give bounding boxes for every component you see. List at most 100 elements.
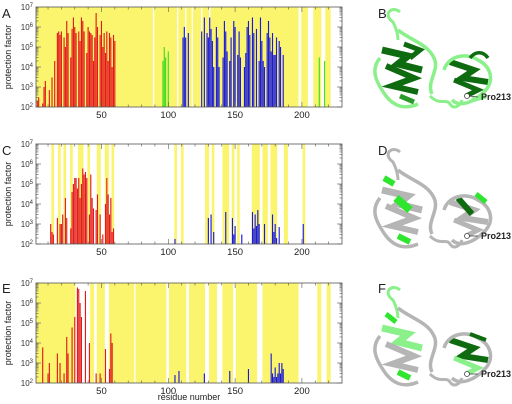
bar-residue-179	[273, 54, 275, 107]
plot-frame	[35, 282, 343, 384]
bar-residue-144	[226, 51, 228, 107]
bar-residue-132	[210, 214, 212, 244]
bar-residue-17	[56, 33, 58, 107]
highlight-band	[202, 7, 210, 107]
bar-residue-28	[71, 28, 73, 107]
bar-residue-19	[59, 34, 61, 107]
x-tick-label: 150	[227, 247, 243, 258]
highlight-band	[78, 144, 84, 244]
bar-residue-108	[178, 370, 180, 383]
bar-residue-30	[74, 177, 76, 244]
highlight-band	[301, 7, 308, 107]
bar-residue-10	[47, 373, 49, 383]
bar-residue-59	[112, 34, 115, 107]
highlight-band	[63, 144, 67, 244]
bar-residue-159	[246, 27, 248, 107]
highlight-band	[317, 283, 322, 383]
highlight-band	[313, 7, 322, 107]
bar-residue-49	[99, 34, 101, 107]
highlight-band	[96, 144, 101, 244]
bar-residue-38	[84, 290, 87, 383]
highlight-band	[222, 144, 230, 244]
bar-residue-184	[279, 47, 282, 107]
bar-residue-183	[278, 363, 280, 383]
bar-residue-146	[229, 370, 231, 383]
bar-residue-178	[271, 33, 274, 107]
bar-residue-36	[82, 168, 84, 244]
y-tick-label: 103	[21, 359, 34, 368]
bar-residue-100	[167, 51, 169, 107]
bar-residue-96	[162, 60, 164, 107]
bar-residue-14	[52, 234, 54, 244]
bar-residue-3	[38, 97, 40, 107]
bar-residue-39	[86, 53, 88, 107]
bar-residue-52	[103, 33, 105, 107]
bar-residue-180	[274, 367, 276, 383]
highlight-band	[90, 283, 95, 383]
bar-residue-13	[51, 77, 53, 107]
bar-residue-56	[108, 214, 111, 244]
bar-residue-13	[51, 231, 53, 244]
bar-residue-32	[76, 287, 78, 383]
bar-residue-148	[231, 217, 233, 244]
bar-residue-34	[79, 303, 81, 383]
highlight-band	[222, 283, 234, 383]
bar-residue-112	[183, 27, 185, 107]
bar-residue-45	[94, 37, 96, 107]
bar-residue-28	[71, 191, 73, 244]
bar-residue-178	[271, 373, 274, 383]
bar-residue-32	[76, 188, 78, 244]
panel-label-b: B	[378, 6, 387, 21]
highlight-band	[262, 144, 268, 244]
bar-residue-44	[92, 208, 95, 244]
bar-residue-142	[223, 20, 225, 107]
bar-residue-24	[66, 20, 68, 107]
bar-residue-158	[245, 53, 247, 107]
bar-residue-17	[56, 217, 58, 244]
plot-frame	[35, 6, 343, 108]
bar-residue-46	[95, 210, 97, 244]
highlight-band	[235, 283, 258, 383]
bar-residue-217	[324, 60, 326, 107]
bar-residue-183	[278, 40, 280, 107]
panel-label-c: C	[2, 143, 11, 158]
bar-residue-153	[238, 31, 240, 107]
chart-panel-a: 102 103 104 105 106 107 50 100 150 200	[21, 3, 343, 121]
bar-residue-15	[54, 60, 56, 107]
bar-residue-58	[111, 231, 113, 244]
bar-residue-133	[211, 40, 213, 107]
bar-residue-146	[229, 60, 231, 107]
bar-residue-177	[270, 353, 272, 383]
x-tick-label: 200	[294, 247, 310, 258]
bar-residue-161	[249, 34, 251, 107]
bar-residue-182	[277, 373, 279, 383]
bar-residue-184	[279, 373, 282, 383]
bar-residue-38	[84, 171, 87, 244]
bar-residue-11	[48, 363, 50, 383]
y-tick-label: 102	[21, 103, 34, 112]
bar-residue-179	[273, 231, 275, 244]
bar-residue-57	[110, 37, 112, 107]
y-tick-label: 107	[21, 279, 34, 288]
bar-residue-59	[112, 228, 115, 244]
highlight-band	[231, 144, 235, 244]
highlight-band	[108, 283, 135, 383]
highlight-band	[302, 144, 306, 244]
y-tick-label: 102	[21, 379, 34, 388]
bar-residue-143	[225, 31, 227, 107]
structure-b	[373, 8, 493, 109]
bar-residue-2	[36, 100, 38, 107]
bar-residue-30	[74, 316, 76, 383]
bar-residue-31	[75, 177, 77, 244]
bar-residue-130	[207, 217, 209, 244]
chart-panel-e: 102 103 104 105 106 107 50 100 150 200	[21, 279, 343, 397]
bar-residue-180	[274, 54, 276, 107]
bar-residue-50	[100, 20, 103, 107]
bar-residue-11	[48, 90, 50, 107]
bar-residue-47	[96, 27, 99, 107]
bar-residue-185	[281, 363, 283, 383]
plot-frame	[35, 143, 343, 245]
bar-residue-164	[253, 33, 255, 107]
chart-panel-c: 102 103 104 105 106 107 50 100 150 200	[21, 140, 343, 258]
